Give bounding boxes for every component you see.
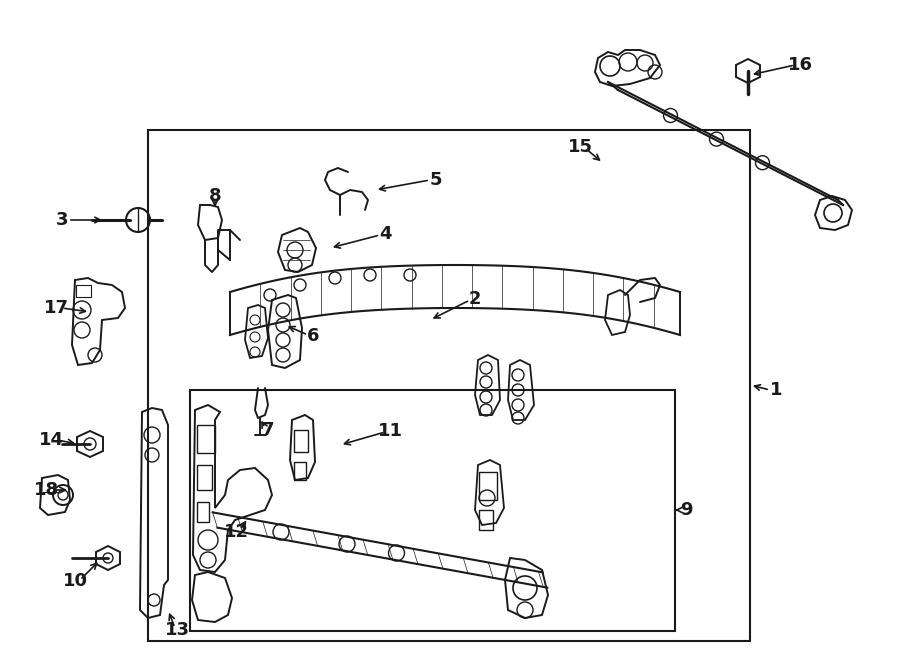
Text: 1: 1: [770, 381, 782, 399]
Bar: [197, 465, 212, 490]
Bar: [197, 425, 215, 453]
Text: 11: 11: [378, 422, 403, 440]
Text: 17: 17: [43, 299, 68, 317]
Bar: [294, 462, 306, 480]
Text: 16: 16: [788, 56, 814, 73]
Text: 15: 15: [568, 137, 593, 156]
Text: 8: 8: [209, 187, 221, 205]
Text: 14: 14: [39, 430, 64, 449]
Text: 4: 4: [380, 225, 392, 243]
Text: 9: 9: [680, 501, 692, 519]
Bar: [197, 502, 209, 522]
Text: 2: 2: [469, 290, 482, 308]
Bar: [479, 510, 493, 530]
Text: 12: 12: [224, 523, 249, 541]
Text: 6: 6: [307, 327, 320, 345]
Text: 13: 13: [165, 621, 190, 639]
Bar: [190, 390, 675, 631]
Bar: [294, 430, 308, 452]
Bar: [479, 472, 497, 500]
Bar: [76, 285, 91, 297]
Bar: [148, 130, 750, 641]
Text: 5: 5: [429, 171, 442, 188]
Text: 10: 10: [63, 572, 88, 590]
Text: 7: 7: [261, 421, 274, 439]
Text: 18: 18: [34, 481, 59, 499]
Text: 3: 3: [56, 211, 68, 229]
